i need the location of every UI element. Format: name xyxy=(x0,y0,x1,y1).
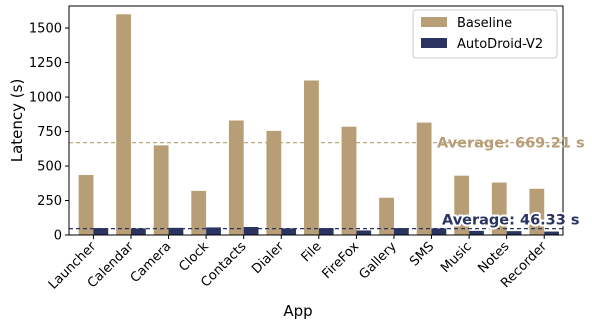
x-tick-label-sms: SMS xyxy=(407,239,437,269)
average-lines-layer xyxy=(69,142,563,230)
x-tick-label-music: Music xyxy=(438,239,475,276)
y-tick-label-0: 0 xyxy=(54,229,62,244)
legend-swatch-baseline xyxy=(421,17,447,27)
bar-autodroid-v2-file xyxy=(318,228,334,235)
baseline-average-label: Average: 669.21 s xyxy=(437,136,585,152)
bar-baseline-dialer xyxy=(266,130,282,235)
x-tick-label-dialer: Dialer xyxy=(249,239,287,277)
bar-autodroid-v2-launcher xyxy=(93,228,109,235)
legend: Baseline AutoDroid-V2 xyxy=(412,9,558,59)
bar-autodroid-v2-calendar xyxy=(130,228,146,235)
x-tick-label-clock: Clock xyxy=(176,239,212,275)
y-tick-label-750: 750 xyxy=(37,125,62,140)
x-axis-label: App xyxy=(283,302,312,320)
legend-box xyxy=(412,9,558,59)
x-tick-label-firefox: FireFox xyxy=(319,239,362,282)
y-tick-label-1000: 1000 xyxy=(29,91,62,106)
y-tick-label-1500: 1500 xyxy=(29,22,62,37)
bar-autodroid-v2-music xyxy=(469,230,484,235)
bar-autodroid-v2-dialer xyxy=(281,228,297,235)
bars-layer xyxy=(78,14,560,236)
bar-autodroid-v2-camera xyxy=(168,227,184,235)
bar-baseline-notes xyxy=(491,182,507,235)
y-tick-label-250: 250 xyxy=(37,194,62,209)
bar-autodroid-v2-notes xyxy=(506,231,522,235)
y-tick-label-1250: 1250 xyxy=(29,56,62,71)
legend-swatch-autodroid-v2 xyxy=(421,38,447,48)
bar-baseline-gallery xyxy=(379,197,394,235)
bar-autodroid-v2-firefox xyxy=(356,230,372,235)
bar-baseline-launcher xyxy=(78,174,94,235)
x-tick-label-file: File xyxy=(299,239,325,265)
bar-autodroid-v2-gallery xyxy=(393,228,409,235)
bar-baseline-calendar xyxy=(116,14,131,236)
bar-autodroid-v2-clock xyxy=(206,227,221,235)
bar-baseline-music xyxy=(454,175,470,235)
x-tick-label-camera: Camera xyxy=(128,239,175,286)
x-tick-label-gallery: Gallery xyxy=(356,239,400,283)
y-ticks-layer: 0 250 500 750 1000 1250 1500 xyxy=(29,22,69,244)
bar-baseline-clock xyxy=(191,190,207,235)
bar-baseline-recorder xyxy=(529,188,545,235)
bar-autodroid-v2-contacts xyxy=(243,227,259,235)
bar-baseline-camera xyxy=(153,145,169,235)
y-tick-label-500: 500 xyxy=(37,160,62,175)
legend-label-autodroid-v2: AutoDroid-V2 xyxy=(457,37,543,52)
bar-baseline-firefox xyxy=(341,126,357,235)
autodroid-average-label: Average: 46.33 s xyxy=(442,213,580,229)
bar-baseline-contacts xyxy=(228,120,244,235)
bar-autodroid-v2-recorder xyxy=(544,231,560,235)
bar-baseline-sms xyxy=(416,122,432,235)
plot-frame xyxy=(68,5,564,236)
y-axis-label: Latency (s) xyxy=(8,79,26,163)
bar-baseline-file xyxy=(304,80,319,236)
legend-label-baseline: Baseline xyxy=(457,16,512,31)
bar-autodroid-v2-sms xyxy=(431,228,447,235)
